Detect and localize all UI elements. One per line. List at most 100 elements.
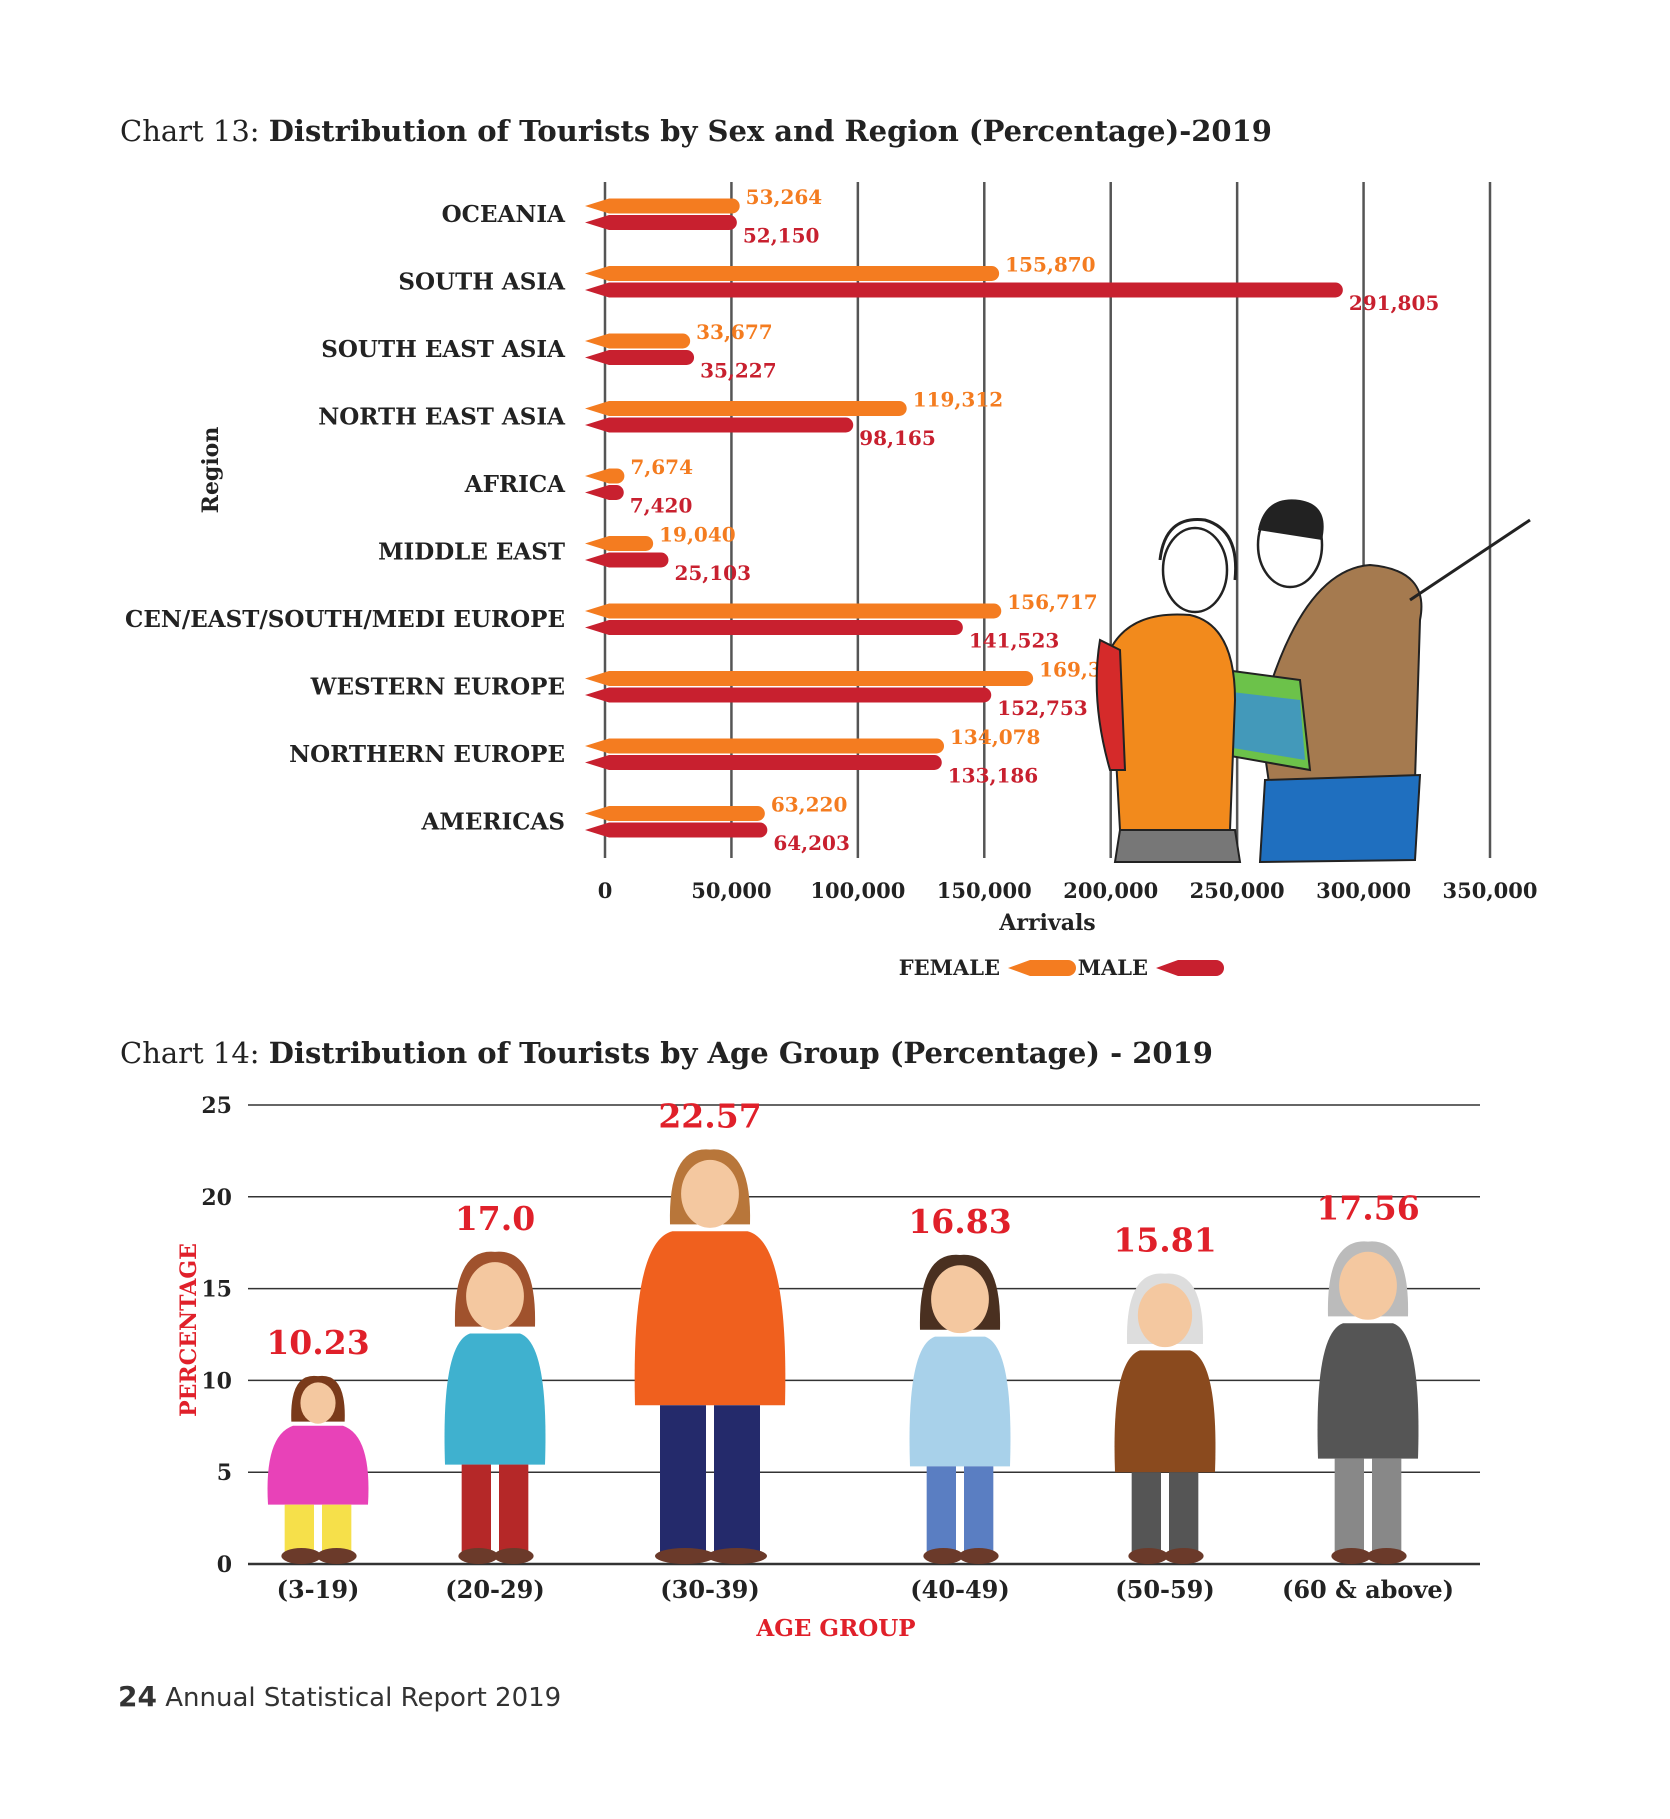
chart14-category-label: (40-49) xyxy=(910,1575,1009,1604)
chart13-bar-male xyxy=(585,620,963,635)
chart13-category-label: SOUTH ASIA xyxy=(398,269,566,296)
chart13-bar-male xyxy=(585,687,992,703)
chart14-figure-1 xyxy=(267,1375,369,1564)
chart14-category-label: (60 & above) xyxy=(1282,1575,1454,1604)
chart13-data-label-female: 63,220 xyxy=(771,793,848,817)
chart13-bar-male xyxy=(585,350,695,365)
chart13-legend-label: FEMALE xyxy=(899,955,1000,980)
chart14-figure-2 xyxy=(444,1251,546,1564)
chart13-category-label: NORTHERN EUROPE xyxy=(289,741,565,768)
legend-female-swatch xyxy=(1008,960,1076,976)
chart14-figure-3 xyxy=(634,1149,786,1564)
chart14-title-prefix: Chart 14: xyxy=(120,1036,260,1070)
chart13-category-label: NORTH EAST ASIA xyxy=(318,404,566,431)
chart14-y-tick-label: 5 xyxy=(217,1460,232,1486)
chart13-data-label-female: 53,264 xyxy=(746,185,823,209)
chart13-bar-male xyxy=(585,755,942,770)
chart13-y-axis-label: Region xyxy=(198,427,224,514)
chart13-data-label-male: 35,227 xyxy=(700,359,777,383)
chart14-y-tick-label: 15 xyxy=(201,1277,232,1303)
chart13-data-label-male: 141,523 xyxy=(969,629,1059,653)
chart14-y-tick-label: 20 xyxy=(201,1185,232,1211)
chart13-x-tick-label: 100,000 xyxy=(810,878,905,903)
chart14-category-label: (30-39) xyxy=(660,1575,759,1604)
chart13-data-label-male: 152,753 xyxy=(997,696,1087,720)
report-name: Annual Statistical Report 2019 xyxy=(165,1683,562,1713)
chart13-category-label: CEN/EAST/SOUTH/MEDI EUROPE xyxy=(125,606,565,633)
chart13-data-label-male: 7,420 xyxy=(630,494,693,518)
chart13-title: Chart 13: Distribution of Tourists by Se… xyxy=(120,114,1272,148)
chart13-data-label-male: 25,103 xyxy=(674,561,751,585)
chart14-figure-5 xyxy=(1114,1273,1216,1564)
tourist-couple-illustration xyxy=(1095,499,1531,864)
chart13-bar-female xyxy=(585,536,654,551)
chart14-value-label: 10.23 xyxy=(266,1323,369,1362)
chart14-value-label: 17.0 xyxy=(455,1199,535,1238)
chart13-data-label-male: 133,186 xyxy=(948,764,1038,788)
chart13-region-bar-chart: 0 50,000 100,000 150,000 200,000 250,000 300,0… xyxy=(125,182,1538,980)
chart13-data-label-female: 19,040 xyxy=(659,523,736,547)
chart13-category-label: OCEANIA xyxy=(442,201,566,228)
chart14-title: Chart 14: Distribution of Tourists by Ag… xyxy=(120,1036,1213,1070)
chart13-bar-male xyxy=(585,215,737,230)
chart13-data-label-female: 134,078 xyxy=(950,725,1040,749)
chart13-bar-male xyxy=(585,485,624,500)
chart14-category-label: (3-19) xyxy=(277,1575,360,1604)
chart14-category-label: (50-59) xyxy=(1115,1575,1214,1604)
chart14-value-label: 16.83 xyxy=(908,1202,1011,1241)
chart13-data-label-female: 155,870 xyxy=(1005,253,1095,277)
chart14-value-label: 22.57 xyxy=(658,1097,761,1136)
chart13-bar-male xyxy=(585,417,854,433)
chart14-y-tick-label: 10 xyxy=(201,1368,232,1394)
chart14-category-label: (20-29) xyxy=(445,1575,544,1604)
chart14-value-label: 15.81 xyxy=(1113,1221,1216,1260)
chart13-data-label-female: 156,717 xyxy=(1007,590,1097,614)
chart14-title-text: Distribution of Tourists by Age Group (P… xyxy=(268,1036,1213,1070)
chart13-title-prefix: Chart 13: xyxy=(120,114,260,148)
chart14-y-axis-label: PERCENTAGE xyxy=(176,1243,202,1417)
chart13-bar-female xyxy=(585,468,625,484)
chart13-bar-female xyxy=(585,333,691,349)
chart14-y-tick-label: 25 xyxy=(201,1093,232,1119)
chart13-bar-female xyxy=(585,738,945,754)
chart13-x-tick-label: 150,000 xyxy=(937,878,1032,903)
chart14-figure-4 xyxy=(909,1254,1011,1564)
chart14-y-tick-label: 0 xyxy=(217,1552,232,1578)
chart13-category-label: AFRICA xyxy=(464,471,566,498)
chart13-data-label-male: 52,150 xyxy=(743,224,820,248)
chart13-x-tick-label: 0 xyxy=(598,878,613,903)
chart13-x-axis-label: Arrivals xyxy=(998,910,1095,936)
chart13-bar-male xyxy=(585,282,1343,298)
page-footer: 24 Annual Statistical Report 2019 xyxy=(118,1680,561,1713)
chart13-category-label: WESTERN EUROPE xyxy=(310,674,565,701)
chart13-category-label: AMERICAS xyxy=(421,809,565,836)
page-number: 24 xyxy=(118,1680,157,1713)
chart13-x-tick-label: 300,000 xyxy=(1316,878,1411,903)
chart13-bar-female xyxy=(585,806,765,821)
chart13-bar-male xyxy=(585,552,669,568)
chart14-x-axis-label: AGE GROUP xyxy=(755,1615,915,1642)
chart13-legend-label: MALE xyxy=(1078,955,1148,980)
chart13-data-label-male: 64,203 xyxy=(773,831,850,855)
chart13-data-label-female: 33,677 xyxy=(696,320,773,344)
chart13-data-label-female: 119,312 xyxy=(913,388,1003,412)
legend-male-swatch xyxy=(1156,960,1224,976)
chart13-bar-female xyxy=(585,671,1034,686)
chart14-value-label: 17.56 xyxy=(1316,1189,1419,1228)
chart13-bar-female xyxy=(585,603,1002,619)
chart14-figure-6 xyxy=(1317,1241,1419,1564)
chart13-x-tick-label: 250,000 xyxy=(1190,878,1285,903)
chart13-bar-female xyxy=(585,401,907,416)
chart13-title-text: Distribution of Tourists by Sex and Regi… xyxy=(268,114,1272,148)
chart13-bar-male xyxy=(585,822,768,838)
chart13-category-label: MIDDLE EAST xyxy=(378,539,565,566)
chart13-category-label: SOUTH EAST ASIA xyxy=(321,336,566,363)
chart13-data-label-female: 7,674 xyxy=(630,455,693,479)
chart13-bar-female xyxy=(585,266,1000,281)
chart13-data-label-male: 98,165 xyxy=(859,426,936,450)
chart13-x-tick-label: 50,000 xyxy=(691,878,771,903)
chart13-x-tick-label: 200,000 xyxy=(1063,878,1158,903)
chart13-x-tick-label: 350,000 xyxy=(1443,878,1538,903)
chart13-bar-female xyxy=(585,198,740,214)
